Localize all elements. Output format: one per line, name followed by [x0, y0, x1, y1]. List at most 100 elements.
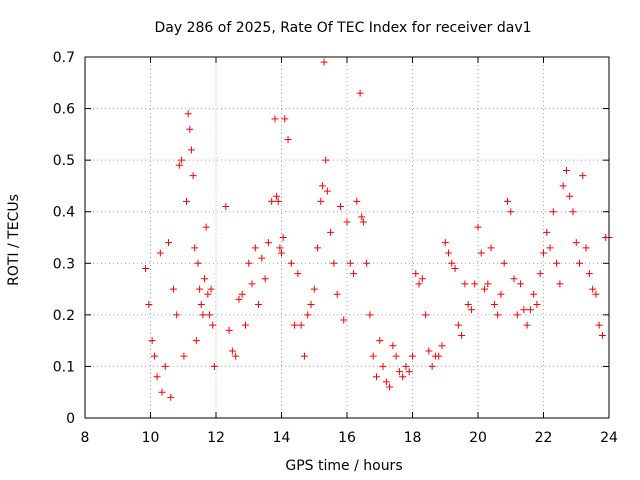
data-point	[187, 146, 195, 154]
y-axis-label: ROTI / TECUs	[6, 194, 22, 286]
data-point	[287, 259, 295, 267]
data-point	[510, 275, 518, 283]
data-point	[595, 321, 603, 329]
data-point	[346, 259, 354, 267]
data-point	[241, 321, 249, 329]
data-point	[556, 280, 564, 288]
data-point	[494, 311, 502, 319]
data-point	[184, 110, 192, 118]
data-point	[232, 352, 240, 360]
data-point	[343, 218, 351, 226]
data-point	[197, 301, 205, 309]
data-point	[175, 161, 183, 169]
data-point	[503, 197, 511, 205]
data-point	[336, 203, 344, 211]
data-point	[399, 373, 407, 381]
data-point	[454, 321, 462, 329]
data-point	[451, 264, 459, 272]
data-point	[167, 393, 175, 401]
data-point	[484, 280, 492, 288]
data-point	[225, 326, 233, 334]
data-point	[415, 280, 423, 288]
data-point	[441, 239, 449, 247]
data-point	[536, 270, 544, 278]
data-point	[487, 244, 495, 252]
data-point	[161, 362, 169, 370]
data-point	[264, 239, 272, 247]
y-tick-label: 0.7	[53, 50, 75, 66]
data-point	[513, 311, 521, 319]
data-point	[330, 259, 338, 267]
data-point	[458, 331, 466, 339]
data-point	[323, 187, 331, 195]
data-point	[389, 342, 397, 350]
data-point	[507, 208, 515, 216]
data-point	[350, 270, 358, 278]
grid-lines	[85, 57, 609, 418]
data-point	[566, 192, 574, 200]
data-point	[173, 311, 181, 319]
data-point	[238, 290, 246, 298]
data-point	[477, 249, 485, 257]
data-point	[402, 362, 410, 370]
data-point	[204, 290, 212, 298]
x-tick-label: 16	[338, 430, 356, 446]
data-point	[418, 275, 426, 283]
data-point	[422, 311, 430, 319]
data-point	[327, 228, 335, 236]
axis-ticks: 8 10 12 14 16 18 20 22 24 0 0.1 0.2 0.3 0.4 0.5 0.6 0.7	[53, 50, 618, 446]
y-tick-label: 0.4	[53, 205, 75, 221]
data-point	[428, 362, 436, 370]
data-point	[183, 197, 191, 205]
data-point	[165, 239, 173, 247]
data-point	[300, 352, 308, 360]
data-point	[448, 259, 456, 267]
data-points	[142, 58, 613, 401]
data-point	[191, 244, 199, 252]
data-point	[359, 218, 367, 226]
data-point	[372, 373, 380, 381]
data-point	[142, 264, 150, 272]
data-point	[209, 321, 217, 329]
data-point	[314, 244, 322, 252]
data-point	[158, 388, 166, 396]
data-point	[576, 259, 584, 267]
data-point	[248, 280, 256, 288]
data-point	[445, 249, 453, 257]
x-tick-label: 12	[207, 430, 225, 446]
data-point	[405, 368, 413, 376]
data-point	[366, 311, 374, 319]
data-point	[281, 115, 289, 123]
data-point	[291, 321, 299, 329]
data-point	[546, 244, 554, 252]
data-point	[317, 197, 325, 205]
data-point	[412, 270, 420, 278]
data-point	[572, 239, 580, 247]
data-point	[150, 352, 158, 360]
chart-title: Day 286 of 2025, Rate Of TEC Index for r…	[154, 20, 531, 36]
data-point	[471, 280, 479, 288]
x-tick-label: 10	[142, 430, 160, 446]
data-point	[189, 172, 197, 180]
data-point	[425, 347, 433, 355]
data-point	[268, 197, 276, 205]
data-point	[497, 290, 505, 298]
y-tick-label: 0	[66, 411, 75, 427]
data-point	[490, 301, 498, 309]
data-point	[461, 280, 469, 288]
data-point	[592, 290, 600, 298]
data-point	[340, 316, 348, 324]
x-tick-label: 20	[469, 430, 487, 446]
data-point	[258, 254, 266, 262]
data-point	[199, 311, 207, 319]
data-point	[304, 311, 312, 319]
data-point	[145, 301, 153, 309]
x-tick-label: 14	[273, 430, 291, 446]
data-point	[274, 197, 282, 205]
x-axis-label: GPS time / hours	[285, 458, 402, 474]
data-point	[438, 342, 446, 350]
data-point	[467, 306, 475, 314]
data-point	[358, 213, 366, 221]
